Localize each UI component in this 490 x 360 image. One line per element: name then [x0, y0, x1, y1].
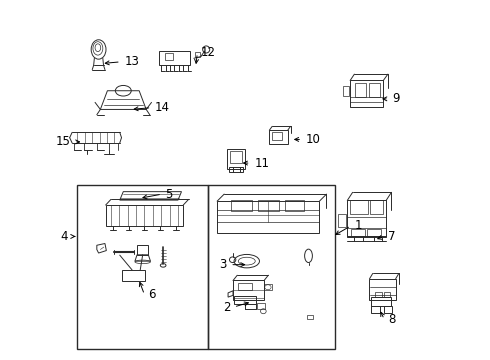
- Bar: [230, 152, 243, 163]
- Bar: [195, 52, 200, 57]
- Bar: [338, 215, 346, 227]
- Text: 7: 7: [388, 230, 395, 243]
- Bar: [370, 200, 383, 214]
- Text: 10: 10: [306, 133, 320, 146]
- Text: 2: 2: [222, 301, 230, 314]
- Bar: [375, 292, 382, 297]
- Bar: [270, 130, 288, 144]
- Bar: [351, 229, 365, 237]
- Bar: [355, 83, 366, 97]
- Bar: [217, 201, 319, 233]
- Bar: [122, 270, 146, 280]
- Bar: [208, 185, 335, 349]
- Bar: [343, 86, 349, 96]
- Bar: [264, 284, 272, 291]
- Bar: [258, 201, 279, 211]
- Bar: [159, 51, 190, 66]
- Text: 8: 8: [388, 313, 395, 326]
- Bar: [384, 292, 390, 297]
- Bar: [370, 306, 380, 312]
- Text: 12: 12: [201, 46, 216, 59]
- Bar: [350, 200, 368, 214]
- Text: 6: 6: [148, 288, 155, 301]
- Text: 13: 13: [124, 55, 139, 68]
- Bar: [367, 229, 381, 237]
- Bar: [307, 315, 314, 319]
- Bar: [234, 296, 256, 304]
- Bar: [347, 200, 386, 237]
- Bar: [77, 185, 208, 349]
- Bar: [137, 244, 148, 255]
- Bar: [227, 149, 245, 168]
- Text: 15: 15: [55, 135, 71, 148]
- Bar: [272, 132, 282, 140]
- Bar: [369, 83, 380, 97]
- Text: 9: 9: [392, 93, 400, 105]
- Bar: [285, 201, 304, 211]
- Text: 14: 14: [155, 101, 170, 114]
- Bar: [384, 306, 392, 312]
- Bar: [371, 297, 391, 306]
- Bar: [233, 280, 264, 300]
- Bar: [165, 53, 173, 60]
- Text: 5: 5: [166, 188, 173, 201]
- Bar: [106, 205, 183, 225]
- Bar: [350, 80, 384, 107]
- Bar: [229, 167, 243, 172]
- Bar: [257, 303, 265, 309]
- Text: 11: 11: [254, 157, 269, 170]
- Text: 4: 4: [60, 230, 68, 243]
- Bar: [238, 283, 252, 290]
- Bar: [369, 279, 396, 300]
- Text: 3: 3: [220, 258, 227, 271]
- Bar: [231, 201, 252, 211]
- Text: 1: 1: [354, 219, 362, 232]
